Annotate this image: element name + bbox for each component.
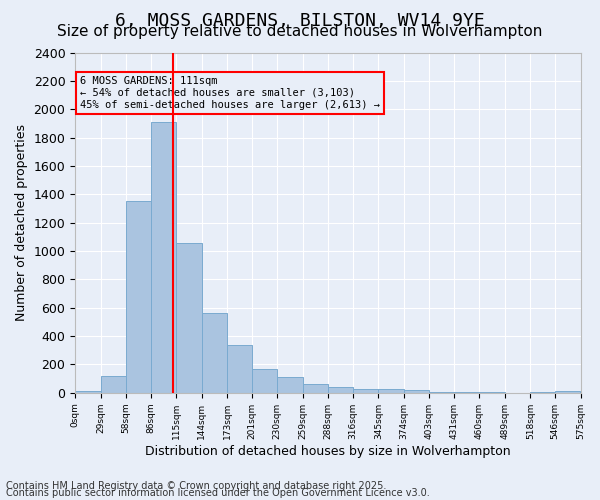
Bar xyxy=(303,384,328,393)
Text: 6 MOSS GARDENS: 111sqm
← 54% of detached houses are smaller (3,103)
45% of semi-: 6 MOSS GARDENS: 111sqm ← 54% of detached… xyxy=(80,76,380,110)
Text: 6, MOSS GARDENS, BILSTON, WV14 9YE: 6, MOSS GARDENS, BILSTON, WV14 9YE xyxy=(115,12,485,30)
X-axis label: Distribution of detached houses by size in Wolverhampton: Distribution of detached houses by size … xyxy=(145,444,511,458)
Bar xyxy=(101,376,126,393)
Bar xyxy=(126,202,151,393)
Bar xyxy=(555,392,580,393)
Bar xyxy=(202,314,227,393)
Bar xyxy=(151,122,176,393)
Bar xyxy=(176,242,202,393)
Bar xyxy=(379,390,404,393)
Text: Size of property relative to detached houses in Wolverhampton: Size of property relative to detached ho… xyxy=(58,24,542,39)
Bar xyxy=(277,377,303,393)
Bar xyxy=(454,392,479,393)
Bar xyxy=(430,392,454,393)
Text: Contains public sector information licensed under the Open Government Licence v3: Contains public sector information licen… xyxy=(6,488,430,498)
Y-axis label: Number of detached properties: Number of detached properties xyxy=(15,124,28,321)
Bar xyxy=(353,388,379,393)
Bar xyxy=(227,346,252,393)
Bar xyxy=(75,392,101,393)
Bar xyxy=(328,387,353,393)
Bar xyxy=(404,390,430,393)
Bar xyxy=(530,392,555,393)
Bar xyxy=(479,392,505,393)
Bar xyxy=(252,368,277,393)
Text: Contains HM Land Registry data © Crown copyright and database right 2025.: Contains HM Land Registry data © Crown c… xyxy=(6,481,386,491)
